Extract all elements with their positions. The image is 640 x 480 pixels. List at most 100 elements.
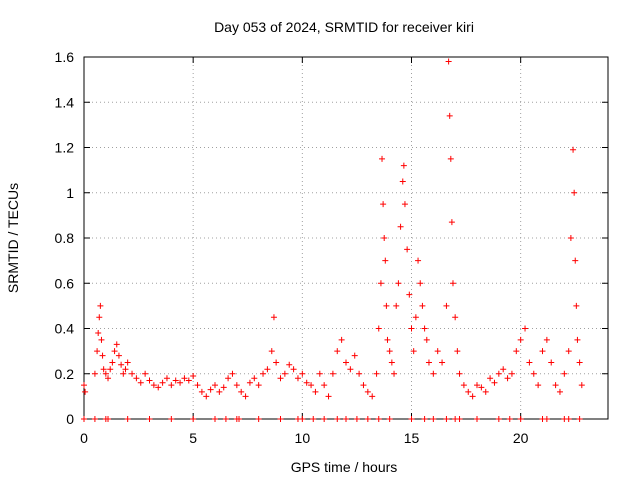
data-point: [268, 348, 275, 355]
data-point: [423, 336, 430, 343]
data-point: [565, 416, 572, 422]
data-point: [399, 178, 406, 185]
data-point: [91, 416, 98, 422]
data-point: [122, 366, 129, 373]
data-point: [146, 377, 153, 384]
data-point: [552, 382, 559, 389]
data-point: [351, 352, 358, 359]
x-axis-ticks: 0 5 10 15 20: [80, 57, 529, 446]
data-point: [482, 388, 489, 395]
data-point: [198, 388, 205, 395]
data-point: [454, 348, 461, 355]
data-point: [369, 393, 376, 400]
data-point: [434, 348, 441, 355]
data-point: [329, 370, 336, 377]
data-point: [445, 58, 452, 65]
data-point: [567, 235, 574, 241]
y-tick-label: 0: [66, 411, 74, 427]
data-point: [168, 416, 175, 422]
data-point: [246, 379, 253, 386]
data-point: [172, 377, 179, 384]
data-point: [578, 382, 585, 389]
data-point: [203, 393, 210, 400]
data-point: [386, 348, 393, 355]
data-point: [576, 416, 583, 422]
data-point: [391, 370, 398, 377]
data-point: [299, 416, 306, 422]
data-point: [421, 416, 428, 422]
data-point: [364, 388, 371, 395]
y-tick-label: 0.8: [55, 230, 75, 246]
data-point: [448, 219, 455, 226]
data-point: [447, 155, 454, 162]
data-point: [526, 359, 533, 366]
data-point: [404, 246, 411, 253]
data-point: [530, 370, 537, 377]
data-point: [225, 375, 232, 382]
data-point: [334, 416, 341, 422]
data-point: [410, 348, 417, 355]
x-tick-label: 0: [80, 430, 88, 446]
data-point: [421, 325, 428, 332]
data-point: [229, 370, 236, 377]
y-tick-label: 1.4: [55, 94, 75, 110]
data-point: [194, 382, 201, 389]
data-point: [452, 314, 459, 321]
data-point: [105, 375, 112, 382]
data-point: [99, 352, 106, 359]
data-point: [379, 155, 386, 162]
data-point: [95, 330, 102, 337]
data-point: [150, 382, 157, 389]
data-point: [286, 361, 293, 368]
data-point: [155, 384, 162, 391]
data-point: [456, 370, 463, 377]
data-point: [163, 375, 170, 382]
x-tick-label: 5: [189, 430, 197, 446]
x-axis-label: GPS time / hours: [291, 459, 398, 475]
data-point: [273, 359, 280, 366]
data-point: [513, 348, 520, 355]
data-point: [81, 382, 87, 389]
data-point: [255, 382, 262, 389]
data-point: [495, 416, 502, 422]
data-point: [353, 416, 360, 422]
data-point: [449, 280, 456, 287]
data-point: [343, 416, 349, 422]
data-point: [338, 336, 345, 343]
data-points: [81, 58, 585, 422]
data-point: [242, 393, 249, 400]
y-tick-label: 1: [66, 185, 74, 201]
data-point: [124, 359, 131, 366]
data-point: [474, 382, 480, 389]
data-point: [478, 384, 485, 391]
data-point: [565, 348, 572, 355]
x-tick-label: 20: [513, 430, 529, 446]
data-point: [397, 223, 404, 230]
data-point: [334, 348, 341, 355]
data-point: [395, 280, 402, 287]
data-point: [556, 388, 563, 395]
data-point: [500, 366, 507, 373]
data-point: [181, 375, 188, 382]
data-point: [343, 359, 349, 366]
data-point: [570, 146, 577, 153]
data-point: [456, 416, 463, 422]
data-point: [430, 416, 437, 422]
data-point: [535, 382, 542, 389]
data-point: [142, 370, 149, 377]
data-point: [105, 416, 112, 422]
data-point: [281, 370, 288, 377]
data-point: [321, 416, 328, 422]
data-point: [386, 416, 393, 422]
data-point: [375, 325, 382, 332]
data-point: [465, 388, 472, 395]
data-point: [316, 370, 323, 377]
data-point: [133, 375, 140, 382]
y-tick-label: 1.2: [55, 140, 75, 156]
data-point: [412, 314, 419, 321]
x-tick-label: 15: [404, 430, 420, 446]
data-point: [543, 416, 550, 422]
data-point: [251, 375, 258, 382]
data-point: [159, 379, 166, 386]
